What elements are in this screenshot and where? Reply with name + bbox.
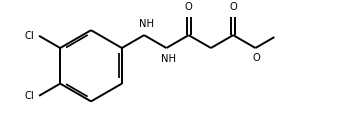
Text: Cl: Cl (24, 91, 34, 101)
Text: O: O (229, 2, 237, 12)
Text: NH: NH (161, 54, 176, 64)
Text: O: O (253, 53, 260, 63)
Text: Cl: Cl (24, 31, 34, 41)
Text: O: O (185, 2, 193, 12)
Text: NH: NH (139, 19, 154, 29)
